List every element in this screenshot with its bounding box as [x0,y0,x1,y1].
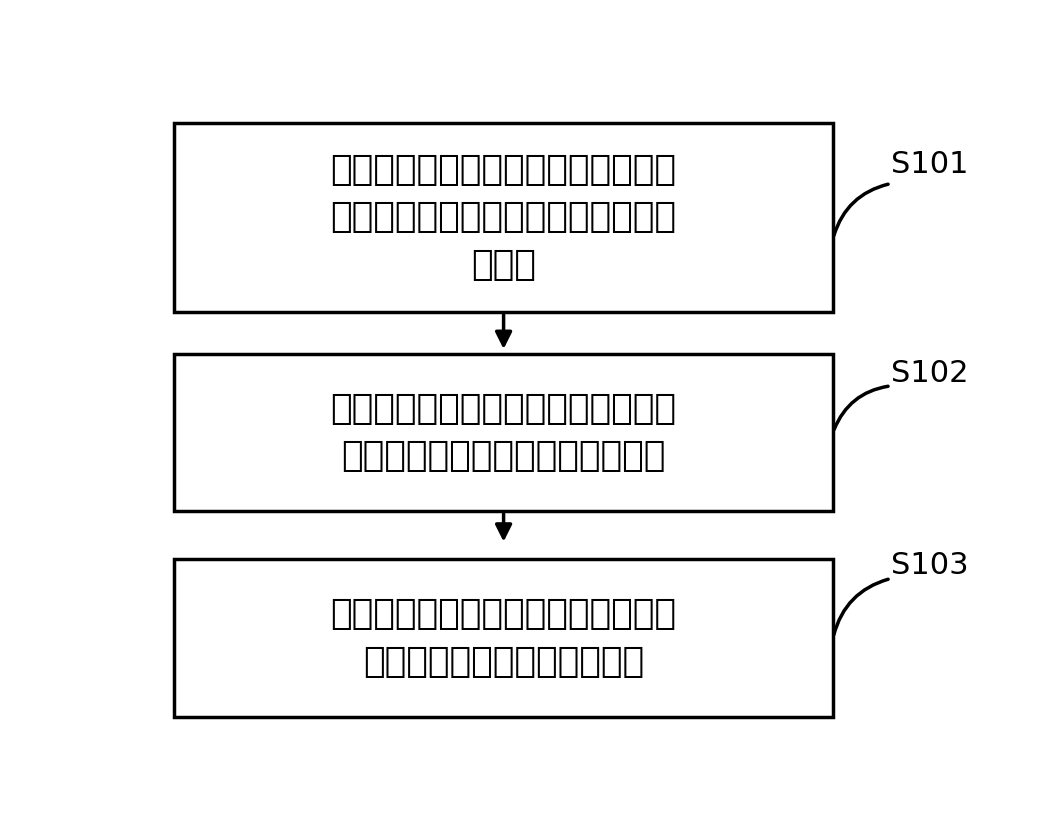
FancyBboxPatch shape [174,354,833,511]
Text: S101: S101 [891,150,968,178]
Text: S103: S103 [891,551,968,580]
Text: 控制机组按照正常运行模式运行预设
时间后，检测各区域的实际温度与设
定温度: 控制机组按照正常运行模式运行预设 时间后，检测各区域的实际温度与设 定温度 [331,153,676,282]
FancyBboxPatch shape [174,560,833,716]
Text: S102: S102 [891,359,968,388]
FancyBboxPatch shape [174,123,833,312]
Text: 识别各区域内是否有目标对象，并根
据识别结果控制区域风阀开度: 识别各区域内是否有目标对象，并根 据识别结果控制区域风阀开度 [331,597,676,679]
Text: 若任一区域的实际温度与设定温度不
匹配，控制机组进入动态调节模式: 若任一区域的实际温度与设定温度不 匹配，控制机组进入动态调节模式 [331,392,676,473]
